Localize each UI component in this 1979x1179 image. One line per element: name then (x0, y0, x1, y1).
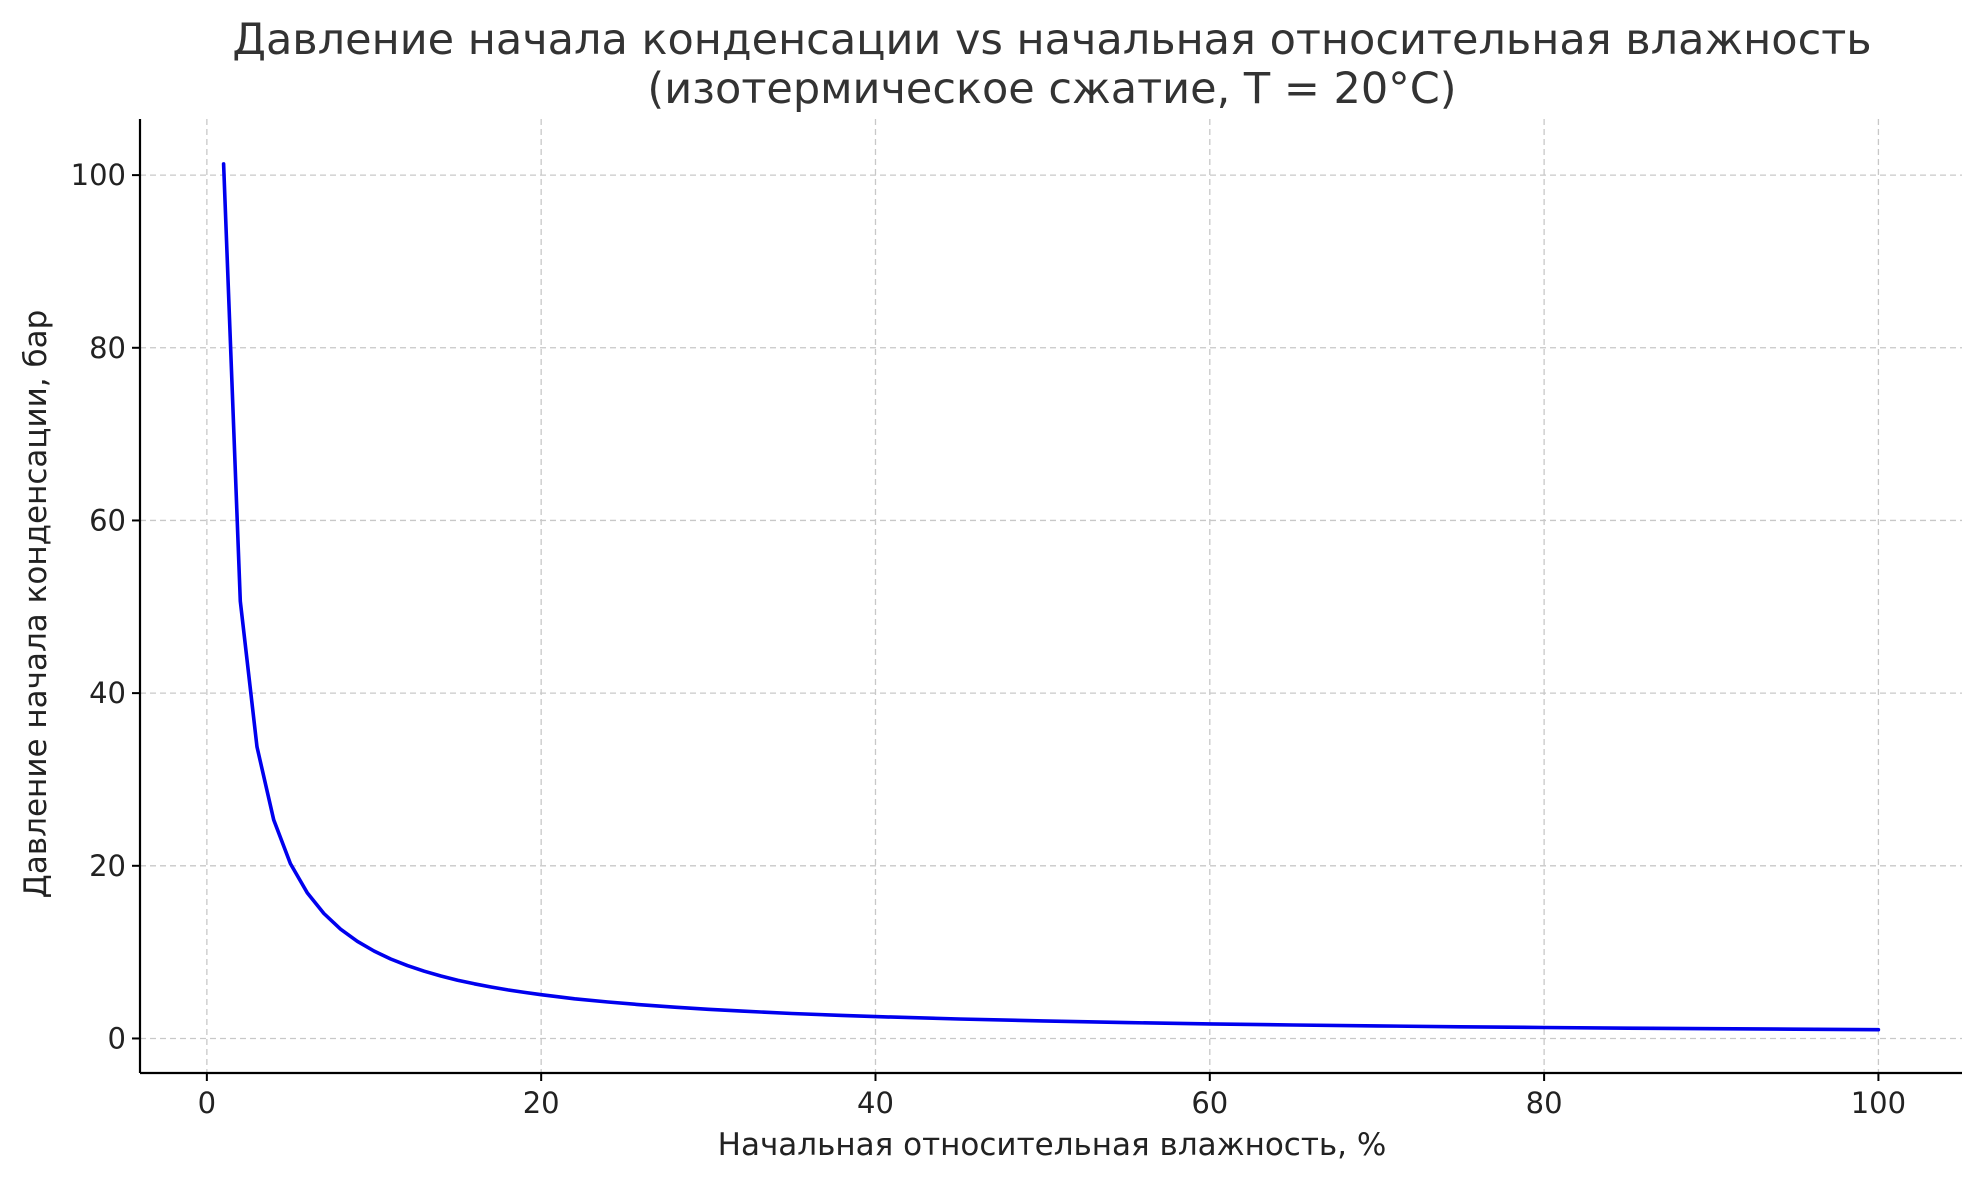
x-tick-label: 100 (1851, 1086, 1906, 1120)
y-tick-label: 40 (89, 676, 126, 710)
series-line (221, 162, 1881, 1032)
x-tick-label: 0 (198, 1086, 216, 1120)
y-axis-label: Давление начала конденсации, бар (18, 310, 54, 899)
y-axis-ticks: 0 20 40 60 80 100 (71, 158, 140, 1055)
x-axis-ticks: 0 20 40 60 80 100 (198, 1073, 1906, 1120)
x-tick-label: 60 (1191, 1086, 1228, 1120)
y-tick-label: 20 (89, 849, 126, 883)
grid (140, 119, 1962, 1073)
x-tick-label: 40 (857, 1086, 894, 1120)
y-tick-label: 0 (108, 1021, 126, 1055)
x-tick-label: 80 (1526, 1086, 1563, 1120)
series-layer (221, 162, 1881, 1032)
x-axis-label: Начальная относительная влажность, % (718, 1127, 1387, 1163)
x-tick-label: 20 (523, 1086, 560, 1120)
y-tick-label: 100 (71, 158, 126, 192)
chart-title: Давление начала конденсации vs начальная… (232, 15, 1871, 65)
axes-frame (138, 119, 1962, 1075)
y-tick-label: 60 (89, 503, 126, 537)
chart-subtitle: (изотермическое сжатие, T = 20°C) (647, 64, 1456, 114)
y-tick-label: 80 (89, 331, 126, 365)
